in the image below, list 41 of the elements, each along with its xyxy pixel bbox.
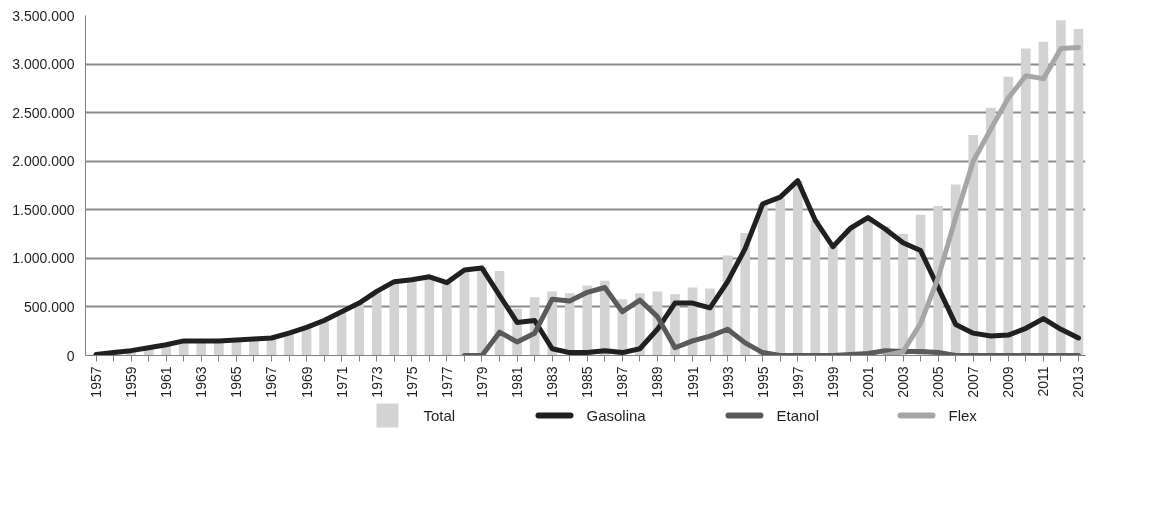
legend-label: Total — [423, 407, 456, 424]
y-tick-label: 500.000 — [23, 298, 75, 315]
x-tick-label: 2007 — [965, 366, 982, 398]
x-tick-label: 1961 — [158, 366, 175, 398]
x-tick-label: 2005 — [930, 366, 947, 398]
x-tick-label: 2011 — [1035, 366, 1052, 397]
x-tick-label: 1973 — [368, 366, 385, 398]
legend-label: Etanol — [776, 407, 820, 424]
x-tick-label: 1983 — [544, 366, 561, 398]
y-tick-label: 1.500.000 — [12, 201, 75, 218]
y-tick-label: 2.000.000 — [12, 153, 75, 170]
x-tick-label: 1963 — [193, 366, 210, 398]
x-tick-label: 1987 — [614, 366, 631, 398]
legend-label: Flex — [948, 407, 978, 424]
x-tick-label: 2009 — [1000, 366, 1017, 398]
x-tick-label: 1997 — [789, 366, 806, 398]
y-tick-label: 1.000.000 — [12, 250, 75, 267]
y-tick-label: 0 — [66, 347, 75, 364]
x-tick-label: 1995 — [754, 366, 771, 398]
x-tick-label: 1969 — [298, 366, 315, 398]
y-tick-label: 3.000.000 — [12, 56, 75, 73]
x-tick-label: 1985 — [579, 366, 596, 398]
x-tick-label: 1965 — [228, 366, 245, 398]
x-tick-label: 2001 — [859, 366, 876, 398]
x-tick-label: 1999 — [824, 366, 841, 398]
x-tick-label: 1993 — [719, 366, 736, 398]
x-tick-label: 1977 — [438, 366, 455, 398]
x-tick-label: 1971 — [333, 366, 350, 398]
x-tick-label: 1989 — [649, 366, 666, 398]
x-tick-label: 2013 — [1070, 366, 1087, 398]
x-tick-label: 1981 — [509, 366, 526, 398]
x-tick-label: 1975 — [403, 366, 420, 398]
x-tick-label: 1979 — [473, 366, 490, 398]
x-tick-label: 1967 — [263, 366, 280, 398]
x-tick-label: 1957 — [88, 366, 105, 398]
x-tick-label: 2003 — [895, 366, 912, 398]
x-tick-label: 1959 — [123, 366, 140, 398]
y-tick-label: 3.500.000 — [12, 7, 75, 24]
x-tick-label: 1991 — [684, 366, 701, 398]
legend-label: Gasolina — [586, 407, 647, 424]
y-tick-label: 2.500.000 — [12, 104, 75, 121]
